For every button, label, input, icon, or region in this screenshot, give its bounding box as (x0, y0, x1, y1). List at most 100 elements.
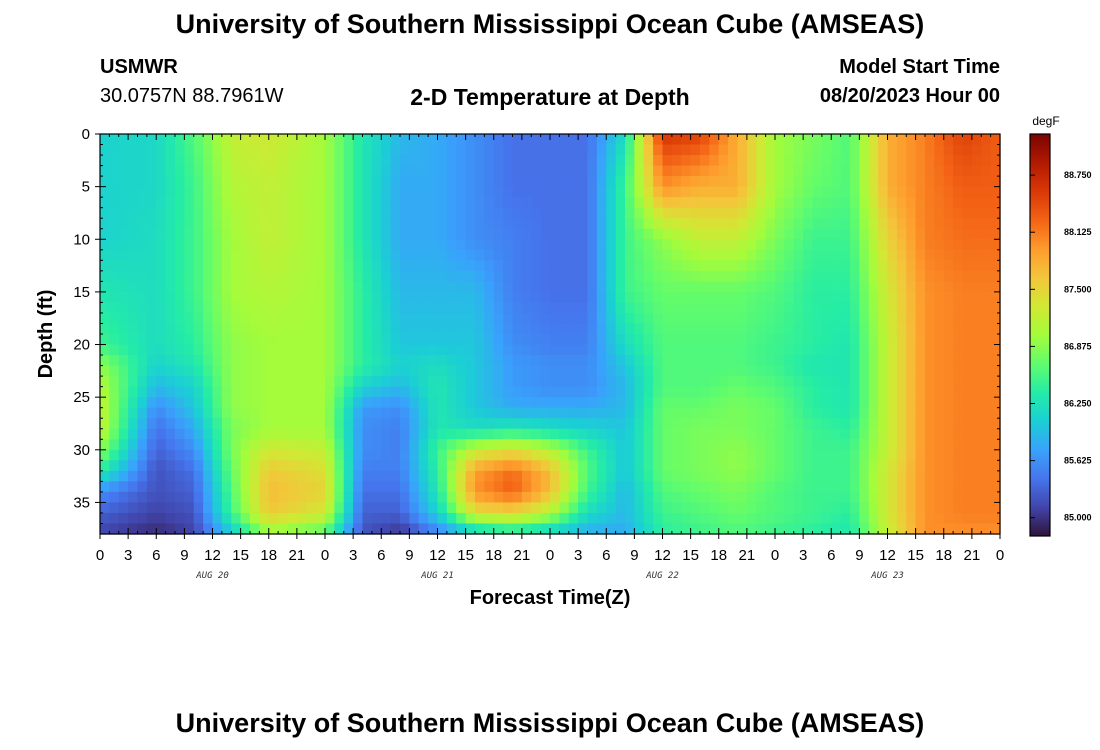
heatmap-cell (700, 218, 710, 230)
heatmap-cell (418, 491, 429, 504)
heatmap-cell (100, 134, 110, 146)
heatmap-cell (503, 418, 514, 430)
heatmap-cell (915, 355, 926, 367)
heatmap-cell (812, 197, 823, 209)
heatmap-cell (634, 165, 645, 177)
heatmap-cell (118, 407, 129, 419)
heatmap-cell (943, 176, 954, 188)
heatmap-cell (690, 228, 701, 240)
heatmap-cell (643, 344, 654, 356)
heatmap-cell (943, 481, 954, 493)
heatmap-cell (915, 176, 926, 188)
heatmap-cell (428, 512, 439, 525)
heatmap-cell (540, 291, 551, 304)
heatmap-cell (587, 470, 598, 482)
heatmap-cell (503, 334, 514, 346)
heatmap-cell (971, 344, 982, 356)
heatmap-cell (531, 512, 542, 525)
heatmap-cell (521, 365, 532, 377)
heatmap-cell (306, 260, 317, 272)
heatmap-cell (418, 449, 429, 461)
heatmap-cell (578, 239, 589, 251)
heatmap-cell (175, 334, 185, 346)
heatmap-cell (146, 260, 157, 272)
heatmap-cell (587, 376, 598, 388)
heatmap-cell (793, 302, 804, 314)
heatmap-cell (962, 281, 973, 293)
heatmap-cell (953, 186, 964, 198)
heatmap-cell (390, 491, 401, 504)
heatmap-cell (634, 270, 645, 282)
heatmap-cell (615, 355, 626, 367)
heatmap-cell (325, 281, 335, 293)
heatmap-cell (484, 155, 495, 167)
heatmap-cell (146, 218, 157, 230)
heatmap-cell (831, 176, 842, 188)
heatmap-cell (559, 197, 570, 209)
heatmap-cell (287, 523, 298, 535)
heatmap-cell (409, 449, 420, 461)
heatmap-cell (484, 418, 495, 430)
heatmap-cell (475, 291, 485, 304)
heatmap-cell (428, 249, 439, 261)
heatmap-cell (362, 197, 373, 209)
heatmap-cell (643, 134, 654, 146)
heatmap-cell (653, 481, 664, 493)
heatmap-cell (653, 460, 664, 472)
heatmap-cell (625, 270, 635, 282)
heatmap-cell (615, 376, 626, 388)
heatmap-cell (493, 176, 504, 188)
heatmap-cell (128, 281, 139, 293)
heatmap-cell (250, 344, 260, 356)
heatmap-cell (100, 439, 110, 451)
heatmap-cell (887, 155, 898, 167)
heatmap-cell (165, 407, 176, 419)
heatmap-cell (456, 207, 467, 219)
heatmap-cell (887, 523, 898, 535)
heatmap-cell (315, 312, 326, 325)
heatmap-cell (784, 449, 795, 461)
heatmap-cell (653, 449, 664, 461)
heatmap-cell (615, 418, 626, 430)
x-tick-label: 3 (574, 547, 582, 564)
heatmap-cell (625, 228, 635, 240)
heatmap-cell (775, 491, 785, 504)
heatmap-cell (521, 502, 532, 514)
x-tick-label: 3 (124, 547, 132, 564)
heatmap-cell (990, 291, 1001, 304)
heatmap-cell (334, 323, 345, 335)
heatmap-cell (306, 449, 317, 461)
heatmap-cell (643, 428, 654, 440)
heatmap-cell (325, 386, 335, 398)
heatmap-cell (578, 355, 589, 367)
heatmap-cell (578, 365, 589, 377)
heatmap-cell (325, 312, 335, 325)
x-tick-label: 15 (907, 547, 924, 564)
heatmap-cell (456, 165, 467, 177)
heatmap-cell (784, 186, 795, 198)
heatmap-cell (334, 155, 345, 167)
x-tick-label: 12 (879, 547, 896, 564)
heatmap-cell (343, 334, 354, 346)
heatmap-cell (540, 239, 551, 251)
heatmap-cell (540, 428, 551, 440)
heatmap-cell (371, 397, 382, 409)
heatmap-cell (700, 428, 710, 440)
heatmap-cell (803, 355, 814, 367)
heatmap-cell (175, 355, 185, 367)
heatmap-cell (606, 176, 617, 188)
heatmap-cell (175, 386, 185, 398)
heatmap-cell (831, 439, 842, 451)
heatmap-cell (925, 249, 935, 261)
heatmap-cell (325, 260, 335, 272)
heatmap-cell (887, 186, 898, 198)
heatmap-cell (671, 176, 682, 188)
heatmap-cell (859, 407, 870, 419)
x-tick-label: 15 (232, 547, 249, 564)
heatmap-cell (840, 134, 851, 146)
heatmap-cell (840, 376, 851, 388)
heatmap-cell (146, 428, 157, 440)
heatmap-cell (259, 523, 270, 535)
heatmap-cell (128, 144, 139, 156)
x-tick-label: 9 (405, 547, 413, 564)
